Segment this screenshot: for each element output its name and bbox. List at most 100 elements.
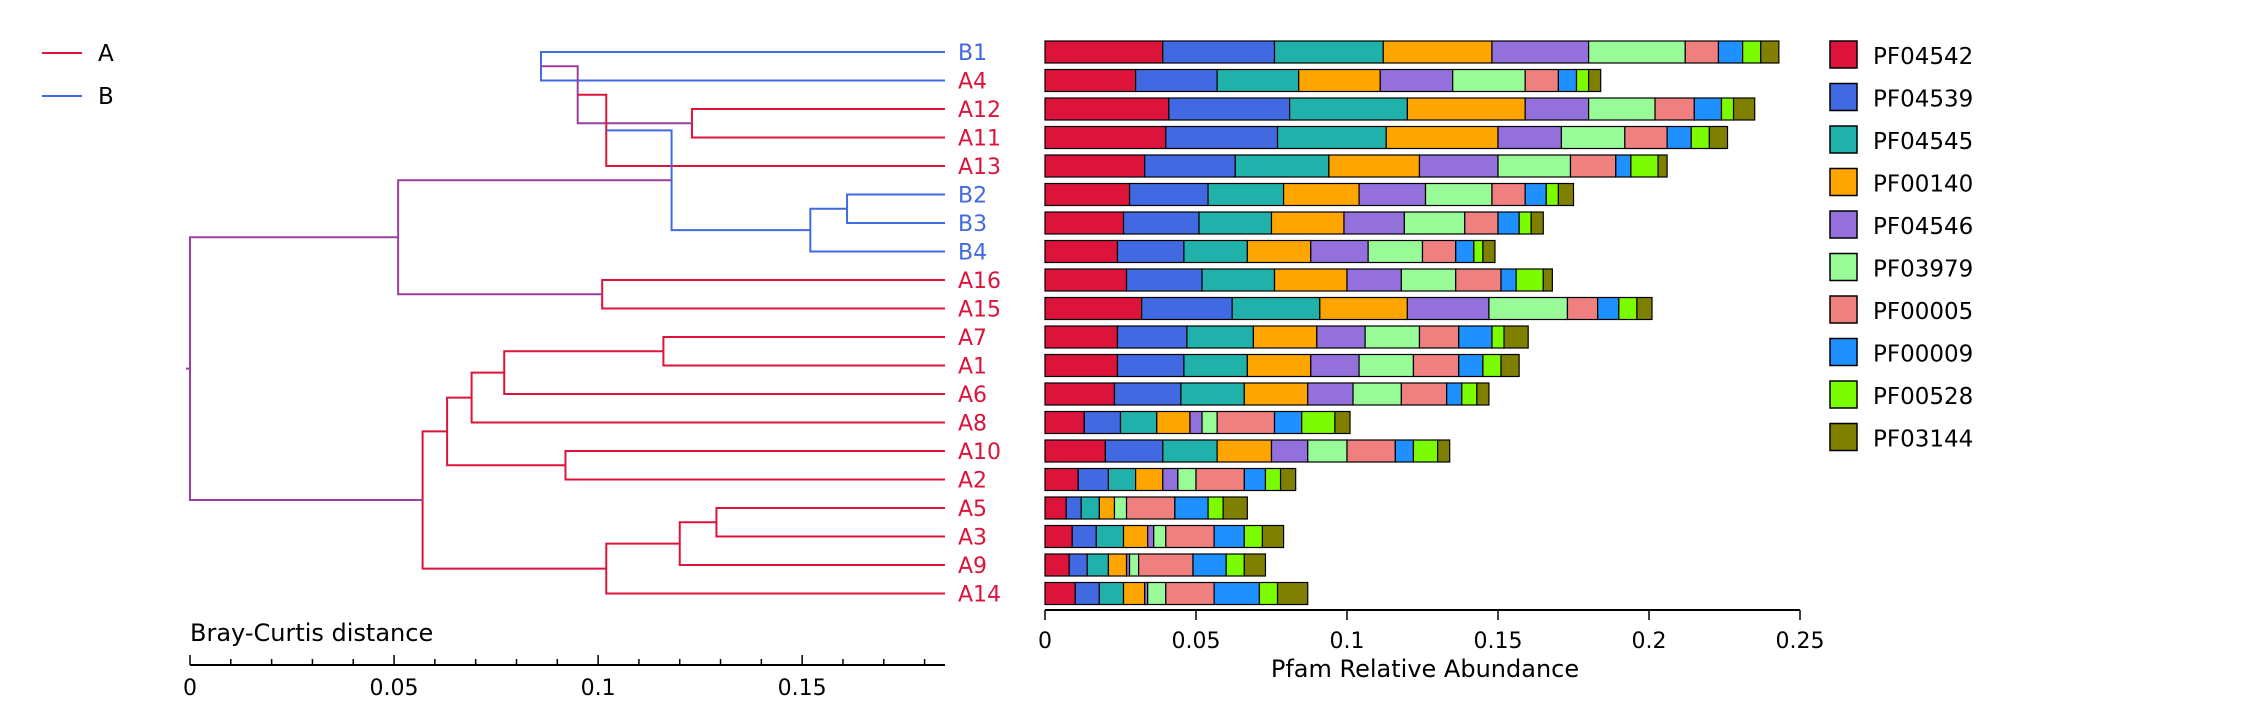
bar-segment xyxy=(1406,296,1490,321)
bar-segment xyxy=(1316,325,1366,349)
bar-row xyxy=(1044,467,1297,492)
bar-segment xyxy=(1276,125,1387,150)
bar-segment xyxy=(1500,268,1517,292)
bar-segment xyxy=(1301,410,1336,435)
bar-segment xyxy=(1044,154,1146,178)
bar-segment xyxy=(1690,125,1711,150)
legend-label: PF00005 xyxy=(1873,299,1973,325)
legend-swatch xyxy=(1829,167,1858,197)
bar-segment xyxy=(1044,182,1131,207)
bar-row xyxy=(1044,40,1780,64)
bar-segment xyxy=(1216,439,1273,463)
dendrogram-link xyxy=(605,542,945,595)
bar-segment xyxy=(1358,182,1427,207)
dendrogram-link xyxy=(564,450,945,481)
bar-segment xyxy=(1044,553,1070,577)
leaf-label: A4 xyxy=(958,70,987,95)
legend-label: PF04542 xyxy=(1873,44,1973,70)
bar-segment xyxy=(1666,125,1692,150)
bar-segment xyxy=(1618,296,1638,321)
bar-segment xyxy=(1307,382,1354,406)
bar-segment xyxy=(1394,439,1415,463)
bar-segment xyxy=(1403,211,1466,235)
dendrogram-link xyxy=(809,207,945,253)
bar-segment xyxy=(1298,68,1381,93)
dendrogram-merge xyxy=(606,129,811,232)
dendrogram-merge xyxy=(470,371,945,424)
leaf-label: A14 xyxy=(958,583,1001,608)
legend-label: PF04546 xyxy=(1873,214,1973,240)
bar-segment xyxy=(1310,353,1360,378)
bar-row xyxy=(1044,581,1309,606)
bar-segment xyxy=(1379,68,1454,93)
bar-segment xyxy=(1597,296,1620,321)
bar-row xyxy=(1044,268,1553,292)
legend-label: PF00528 xyxy=(1873,384,1973,410)
legend-label: PF03144 xyxy=(1873,427,1973,453)
leaf-label: A2 xyxy=(958,469,987,494)
bar-segment xyxy=(1141,296,1233,321)
bar-segment xyxy=(1231,296,1321,321)
bar-row xyxy=(1044,182,1575,207)
bar-segment xyxy=(1482,353,1502,378)
bar-segment xyxy=(1125,496,1176,520)
bar-row xyxy=(1044,353,1520,378)
bar-segment xyxy=(1575,68,1590,93)
bar-tick-label: 0.05 xyxy=(1172,629,1221,654)
dendrogram-merge xyxy=(715,507,945,538)
legend-swatch xyxy=(1829,295,1858,324)
bar-segment xyxy=(1560,125,1626,150)
bar-segment xyxy=(1545,182,1559,207)
bar-segment xyxy=(1074,581,1100,606)
bar-segment xyxy=(1174,496,1209,520)
bar-segment xyxy=(1491,40,1590,64)
bar-segment xyxy=(1252,325,1318,349)
bar-segment xyxy=(1279,467,1297,492)
bar-segment xyxy=(1234,154,1330,178)
bar-segment xyxy=(1189,410,1203,435)
dendrogram-link xyxy=(421,430,607,570)
bar-segment xyxy=(1732,97,1756,121)
legend-swatch xyxy=(1829,125,1858,154)
bar-segment xyxy=(1119,410,1158,435)
group-legend: AB xyxy=(42,41,114,110)
bar-segment xyxy=(1128,553,1140,577)
bar-segment xyxy=(1542,268,1553,292)
bar-segment xyxy=(1693,97,1723,121)
bar-segment xyxy=(1557,182,1575,207)
bar-row xyxy=(1044,211,1544,235)
bar-segment xyxy=(1044,410,1085,435)
bar-segment xyxy=(1065,496,1082,520)
bar-segment xyxy=(1246,239,1312,264)
bar-segment xyxy=(1222,496,1248,520)
bar-segment xyxy=(1476,382,1490,406)
bar-segment xyxy=(1044,382,1116,406)
bar-segment xyxy=(1497,211,1520,235)
bar-segment xyxy=(1116,325,1188,349)
dendrogram-link xyxy=(539,51,945,82)
bar-segment xyxy=(1180,382,1245,406)
bar-segment xyxy=(1518,211,1532,235)
legend-label: PF04545 xyxy=(1873,129,1973,155)
bar-segment xyxy=(1385,125,1499,150)
dendrogram-link xyxy=(715,507,945,538)
bar-segment xyxy=(1044,40,1164,64)
bar-segment xyxy=(1566,296,1599,321)
bar-segment xyxy=(1273,268,1348,292)
bar-row xyxy=(1044,325,1529,349)
bar-segment xyxy=(1307,439,1348,463)
bar-segment xyxy=(1270,439,1309,463)
legend-label: A xyxy=(98,41,114,67)
bar-segment xyxy=(1113,496,1128,520)
bar-segment xyxy=(1116,353,1185,378)
bar-segment xyxy=(1147,524,1155,549)
bar-segment xyxy=(1144,154,1236,178)
bar-segment xyxy=(1044,125,1167,150)
bar-segment xyxy=(1524,68,1560,93)
bar-segment xyxy=(1276,581,1309,606)
dendrogram-link xyxy=(446,396,566,467)
bar-segment xyxy=(1654,97,1695,121)
dendrogram-link xyxy=(846,193,945,224)
bar-segment xyxy=(1464,211,1499,235)
bar-segment xyxy=(1216,410,1276,435)
